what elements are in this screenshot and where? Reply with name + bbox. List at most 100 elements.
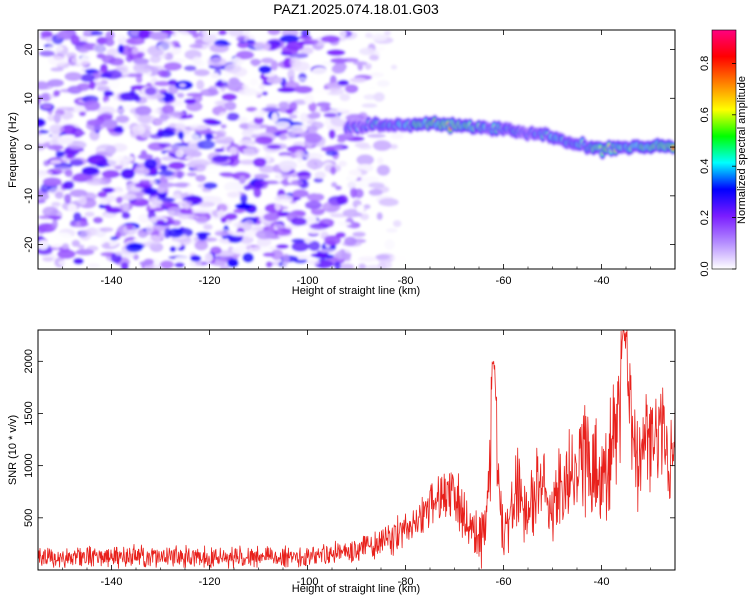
spectrogram-noise-blob bbox=[197, 139, 216, 150]
spectrogram-noise-blob bbox=[291, 241, 310, 252]
spectrogram-noise-blob bbox=[365, 32, 373, 39]
snr-plot-area bbox=[38, 330, 675, 569]
spectrogram-noise-blob bbox=[66, 52, 77, 60]
spectrogram-noise-blob bbox=[38, 239, 50, 250]
spectrogram-noise-blob bbox=[174, 256, 189, 262]
spectrogram-noise-blob bbox=[189, 260, 203, 267]
spectrogram-noise-blob bbox=[38, 118, 44, 125]
spectrogram-noise-blob bbox=[310, 48, 328, 59]
spectrogram-noise-blob bbox=[69, 159, 84, 167]
spectrogram-noise-blob bbox=[126, 223, 134, 231]
spectrogram-noise-blob bbox=[314, 171, 326, 180]
spectrogram-noise-blob bbox=[145, 187, 158, 195]
spectrogram-noise-blob bbox=[337, 79, 350, 86]
spectrogram-noise-blob bbox=[84, 211, 95, 217]
spectrogram-noise-blob bbox=[38, 225, 46, 235]
spectrogram-noise-blob bbox=[288, 114, 298, 119]
spectrogram-noise-blob bbox=[328, 129, 336, 140]
spectrogram-noise-blob bbox=[38, 135, 53, 143]
spectrogram-noise-blob bbox=[230, 231, 248, 237]
spectrogram-noise-blob bbox=[256, 145, 264, 152]
spectrogram-noise-blob bbox=[263, 212, 280, 222]
spectrogram-noise-blob bbox=[274, 121, 291, 129]
spectrogram-noise-blob bbox=[149, 55, 161, 64]
colorbar-frame bbox=[711, 29, 737, 270]
spectrogram-noise-blob bbox=[386, 228, 398, 233]
spectrogram-noise-blob bbox=[311, 88, 331, 94]
colorbar-tick-label: 0.6 bbox=[699, 107, 711, 122]
spectrogram-noise-blob bbox=[104, 38, 115, 47]
spectrogram-noise-blob bbox=[333, 222, 340, 227]
spectrogram-noise-blob bbox=[101, 213, 117, 219]
spectrogram-noise-blob bbox=[358, 263, 366, 269]
spectrogram-noise-blob bbox=[55, 33, 64, 40]
spectrogram-noise-blob bbox=[40, 30, 53, 38]
spectrogram-noise-blob bbox=[105, 30, 115, 40]
spectrogram-noise-blob bbox=[156, 219, 165, 226]
spectrogram-noise-blob bbox=[369, 72, 385, 78]
spectrogram-noise-blob bbox=[278, 101, 289, 109]
spectrogram-noise-blob bbox=[262, 91, 268, 96]
spectrogram-noise-blob bbox=[99, 198, 109, 205]
spectrogram-noise-blob bbox=[271, 112, 279, 123]
spectrogram-noise-blob bbox=[235, 202, 253, 210]
spectrogram-noise-blob bbox=[166, 206, 186, 217]
spectrogram-noise-blob bbox=[138, 30, 151, 40]
spectrogram-noise-blob bbox=[103, 90, 114, 97]
spectrogram-noise-blob bbox=[233, 221, 244, 228]
spectrogram-noise-blob bbox=[384, 239, 395, 250]
spectrogram-x-tick-label: -140 bbox=[100, 275, 122, 287]
colorbar-tick-label: 0.0 bbox=[699, 261, 711, 276]
spectrogram-noise-blob bbox=[77, 244, 85, 250]
spectrogram-noise-blob bbox=[254, 136, 273, 145]
spectrogram-noise-blob bbox=[378, 198, 399, 207]
spectrogram-noise-blob bbox=[325, 87, 345, 96]
spectrogram-noise-blob bbox=[298, 35, 313, 40]
spectrogram-noise-blob bbox=[139, 260, 153, 266]
spectrogram-noise-blob bbox=[120, 168, 135, 180]
spectrogram-noise-blob bbox=[163, 62, 182, 71]
spectrogram-noise-blob bbox=[116, 33, 124, 39]
spectrogram-noise-blob bbox=[334, 261, 341, 269]
spectrogram-noise-blob bbox=[79, 73, 95, 83]
spectrogram-noise-blob bbox=[324, 106, 332, 112]
spectrogram-noise-blob bbox=[192, 164, 206, 172]
spectrogram-noise-blob bbox=[120, 262, 129, 269]
spectrogram-noise-blob bbox=[134, 193, 144, 201]
spectrogram-noise-blob bbox=[96, 85, 111, 92]
spectrogram-noise-blob bbox=[342, 208, 362, 218]
snr-x-tick-label: -100 bbox=[296, 576, 318, 588]
spectrogram-noise-blob bbox=[179, 214, 199, 220]
figure-title: PAZ1.2025.074.18.01.G03 bbox=[273, 1, 439, 17]
spectrogram-noise-blob bbox=[191, 208, 211, 214]
spectrogram-noise-blob bbox=[57, 249, 76, 259]
spectrogram-noise-blob bbox=[151, 199, 163, 206]
spectrogram-noise-blob bbox=[102, 119, 118, 129]
spectrogram-noise-blob bbox=[47, 144, 64, 151]
spectrogram-noise-blob bbox=[64, 71, 83, 82]
spectrogram-noise-blob bbox=[159, 164, 168, 171]
spectrogram-noise-blob bbox=[138, 213, 151, 223]
spectrogram-noise-blob bbox=[293, 85, 313, 94]
spectrogram-noise-blob bbox=[265, 103, 279, 108]
spectrogram-noise-blob bbox=[85, 178, 106, 186]
spectrogram-noise-blob bbox=[177, 200, 193, 207]
spectrogram-noise-blob bbox=[75, 248, 95, 256]
spectrogram-noise-blob bbox=[92, 216, 104, 224]
spectrogram-noise-blob bbox=[349, 187, 358, 199]
spectrogram-noise-blob bbox=[235, 50, 255, 60]
spectrogram-noise-blob bbox=[108, 57, 125, 66]
spectrogram-noise-blob bbox=[99, 227, 114, 233]
spectrogram-noise-blob bbox=[208, 57, 227, 68]
spectrogram-noise-blob bbox=[69, 221, 90, 228]
colorbar-tick-label: 0.4 bbox=[699, 159, 711, 174]
spectrogram-noise-blob bbox=[48, 55, 68, 66]
spectrogram-noise-blob bbox=[281, 261, 288, 269]
spectrogram-noise-blob bbox=[393, 220, 402, 228]
spectrogram-noise-blob bbox=[231, 247, 248, 255]
spectrogram-noise-blob bbox=[76, 58, 91, 66]
spectrogram-noise-blob bbox=[194, 69, 210, 77]
spectrogram-noise-blob bbox=[149, 133, 163, 140]
